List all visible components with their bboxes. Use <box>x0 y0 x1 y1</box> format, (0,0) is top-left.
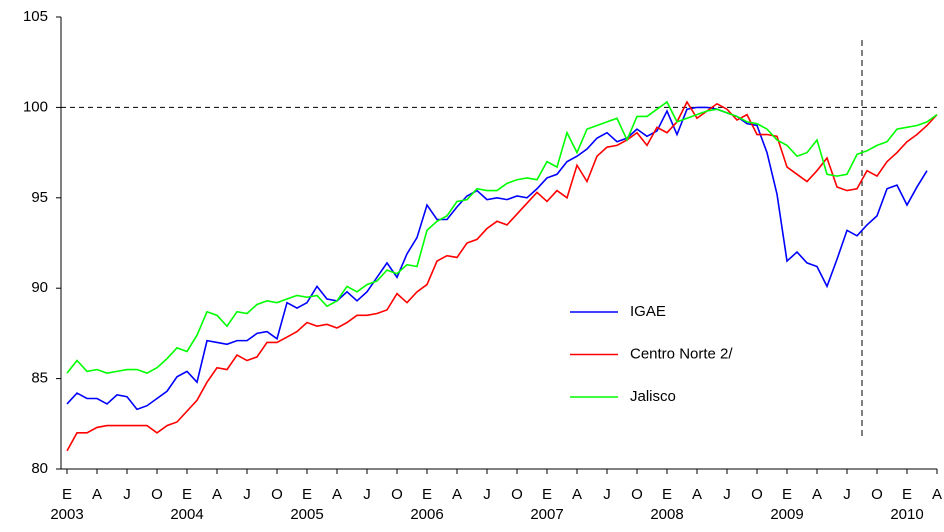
x-tick-label: A <box>692 486 702 503</box>
x-tick-label: J <box>363 486 371 503</box>
legend-label: Jalisco <box>630 388 676 405</box>
series-line <box>66 100 938 452</box>
x-tick-label: A <box>572 486 582 503</box>
y-tick-label: 90 <box>31 279 48 296</box>
x-tick-label: J <box>843 486 851 503</box>
y-tick-label: 80 <box>31 460 48 477</box>
x-tick-label: A <box>92 486 102 503</box>
x-tick-label: E <box>422 486 432 503</box>
legend-label: IGAE <box>630 303 666 320</box>
y-tick-label: 85 <box>31 370 48 387</box>
x-tick-label: O <box>511 486 523 503</box>
x-tick-label: E <box>782 486 792 503</box>
x-tick-label: E <box>182 486 192 503</box>
x-tick-label: J <box>723 486 731 503</box>
year-label: 2008 <box>650 506 683 523</box>
x-tick-label: A <box>452 486 462 503</box>
x-tick-label: A <box>812 486 822 503</box>
x-tick-label: J <box>603 486 611 503</box>
year-label: 2003 <box>50 506 83 523</box>
x-tick-label: O <box>631 486 643 503</box>
legend-label: Centro Norte 2/ <box>630 345 733 362</box>
x-tick-label: O <box>391 486 403 503</box>
x-tick-label: E <box>62 486 72 503</box>
x-tick-label: A <box>932 486 942 503</box>
y-tick-label: 100 <box>23 98 48 115</box>
y-tick-label: 95 <box>31 189 48 206</box>
year-label: 2004 <box>170 506 203 523</box>
x-tick-label: O <box>871 486 883 503</box>
series-line <box>66 100 938 375</box>
x-tick-label: O <box>151 486 163 503</box>
year-label: 2010 <box>890 506 923 523</box>
x-tick-label: A <box>212 486 222 503</box>
x-tick-label: E <box>302 486 312 503</box>
x-tick-label: O <box>751 486 763 503</box>
x-tick-label: J <box>123 486 131 503</box>
series-line <box>66 106 928 411</box>
x-tick-label: J <box>483 486 491 503</box>
year-label: 2009 <box>770 506 803 523</box>
x-tick-label: E <box>662 486 672 503</box>
x-tick-label: A <box>332 486 342 503</box>
year-label: 2006 <box>410 506 443 523</box>
year-label: 2005 <box>290 506 323 523</box>
x-tick-label: E <box>902 486 912 503</box>
x-tick-label: J <box>243 486 251 503</box>
year-label: 2007 <box>530 506 563 523</box>
x-tick-label: E <box>542 486 552 503</box>
y-tick-label: 105 <box>23 8 48 25</box>
x-tick-label: O <box>271 486 283 503</box>
